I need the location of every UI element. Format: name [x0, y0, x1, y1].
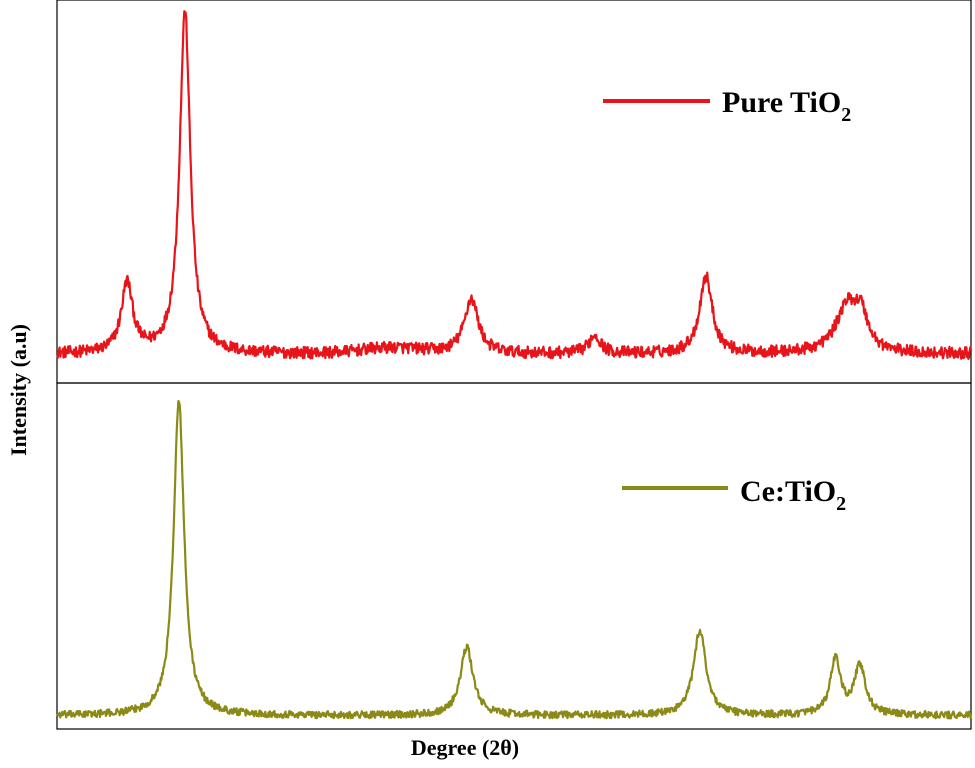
x-axis-label: Degree (2θ): [411, 735, 519, 760]
series-line-ce-tio2: [56, 399, 973, 720]
bottom-panel: Ce:TiO2: [56, 382, 973, 730]
y-axis-label: Intensity (a.u): [6, 324, 31, 456]
legend-bottom: Ce:TiO2: [622, 475, 846, 515]
bottom-plot-frame: [56, 382, 972, 730]
top-panel: Pure TiO2: [56, 0, 973, 384]
legend-label-pure-tio2: Pure TiO2: [722, 86, 851, 126]
legend-top: Pure TiO2: [603, 86, 851, 126]
series-line-pure-tio2: [56, 10, 973, 360]
legend-label-ce-tio2: Ce:TiO2: [740, 475, 846, 515]
